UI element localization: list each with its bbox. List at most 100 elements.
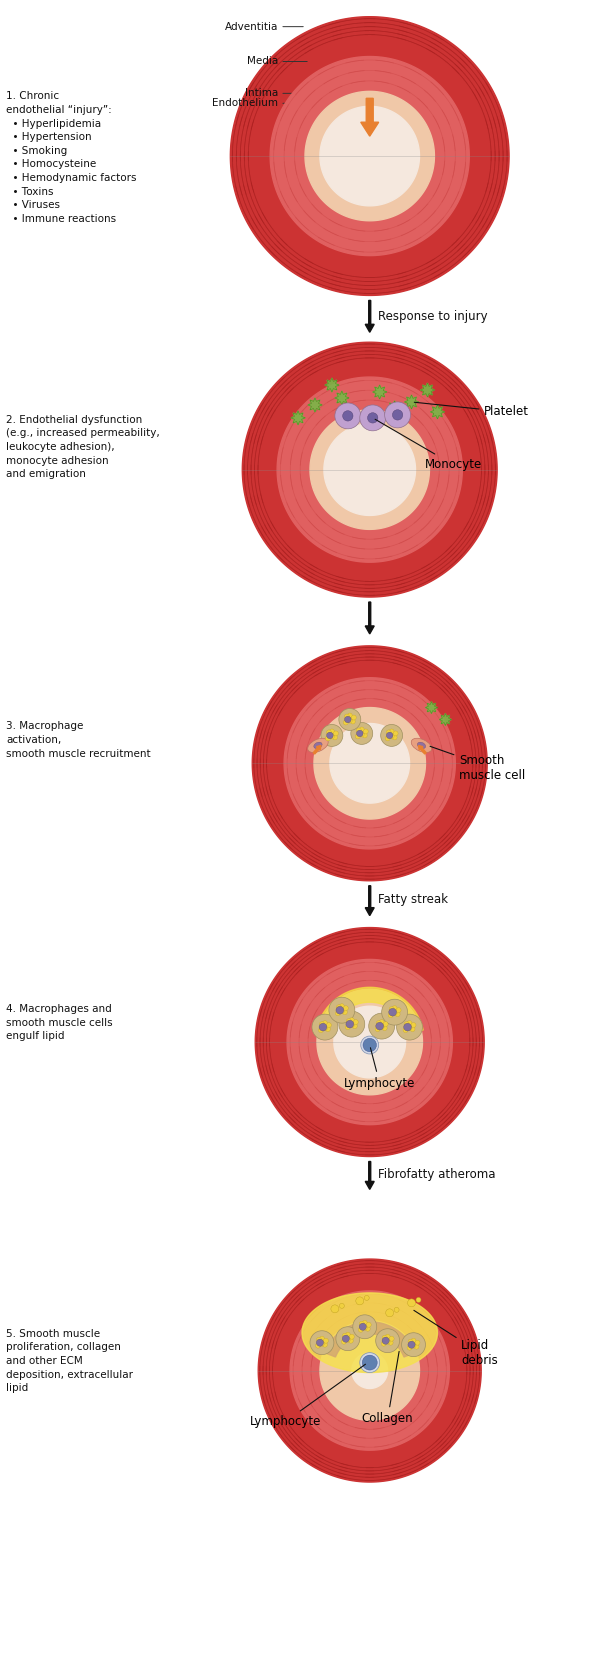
Circle shape xyxy=(383,1021,388,1026)
Circle shape xyxy=(403,1023,411,1031)
Circle shape xyxy=(357,732,362,737)
Circle shape xyxy=(322,1026,328,1031)
Circle shape xyxy=(385,737,390,742)
Circle shape xyxy=(351,718,355,723)
Circle shape xyxy=(381,725,403,747)
Circle shape xyxy=(392,1011,397,1016)
Polygon shape xyxy=(305,91,434,221)
Circle shape xyxy=(326,732,333,738)
Circle shape xyxy=(394,1307,399,1312)
Polygon shape xyxy=(330,723,410,803)
Circle shape xyxy=(403,1028,408,1033)
Circle shape xyxy=(339,1009,344,1014)
Circle shape xyxy=(349,1023,354,1028)
Circle shape xyxy=(359,732,364,737)
Text: 3. Macrophage
activation,
smooth muscle recruitment: 3. Macrophage activation, smooth muscle … xyxy=(6,722,151,758)
Polygon shape xyxy=(284,679,455,848)
Circle shape xyxy=(343,1335,348,1340)
Circle shape xyxy=(383,1339,388,1344)
Circle shape xyxy=(389,733,394,738)
Circle shape xyxy=(346,1332,351,1337)
Circle shape xyxy=(346,717,351,722)
Text: 5. Smooth muscle
proliferation, collagen
and other ECM
deposition, extracellular: 5. Smooth muscle proliferation, collagen… xyxy=(6,1329,134,1394)
Polygon shape xyxy=(387,401,402,414)
Circle shape xyxy=(389,1006,394,1011)
Circle shape xyxy=(310,1330,334,1355)
Polygon shape xyxy=(255,928,484,1156)
Circle shape xyxy=(384,402,410,427)
Circle shape xyxy=(409,1342,414,1347)
Text: 4. Macrophages and
smooth muscle cells
engulf lipid: 4. Macrophages and smooth muscle cells e… xyxy=(6,1004,113,1041)
Circle shape xyxy=(353,1315,377,1339)
Circle shape xyxy=(360,1324,365,1329)
Circle shape xyxy=(386,1309,394,1317)
Circle shape xyxy=(364,1295,369,1300)
Circle shape xyxy=(410,1026,415,1031)
FancyArrow shape xyxy=(361,98,379,136)
Circle shape xyxy=(335,402,361,429)
Circle shape xyxy=(325,737,330,742)
Circle shape xyxy=(375,1026,380,1031)
Polygon shape xyxy=(334,1006,405,1078)
Polygon shape xyxy=(230,17,509,296)
Polygon shape xyxy=(314,707,426,820)
Circle shape xyxy=(376,1329,400,1352)
Circle shape xyxy=(408,1339,413,1344)
Circle shape xyxy=(369,1013,395,1039)
Text: Lymphocyte: Lymphocyte xyxy=(344,1048,415,1089)
Circle shape xyxy=(389,728,394,733)
Polygon shape xyxy=(352,1352,387,1389)
Circle shape xyxy=(390,1009,395,1014)
Circle shape xyxy=(356,1297,363,1305)
Circle shape xyxy=(368,412,378,422)
Polygon shape xyxy=(373,386,387,399)
Circle shape xyxy=(395,1011,400,1016)
Circle shape xyxy=(392,735,397,740)
Circle shape xyxy=(330,728,334,733)
Polygon shape xyxy=(302,1292,437,1372)
Circle shape xyxy=(408,1340,415,1349)
Circle shape xyxy=(347,1021,352,1026)
Circle shape xyxy=(318,1028,323,1033)
Circle shape xyxy=(392,409,403,421)
Polygon shape xyxy=(291,411,305,424)
Circle shape xyxy=(379,1024,384,1029)
Circle shape xyxy=(359,1324,367,1330)
Circle shape xyxy=(329,998,355,1023)
Circle shape xyxy=(320,1021,325,1026)
Circle shape xyxy=(363,728,368,733)
Circle shape xyxy=(351,722,373,745)
Circle shape xyxy=(377,1024,382,1029)
Circle shape xyxy=(315,1344,320,1349)
Text: Lipid
debris: Lipid debris xyxy=(414,1310,498,1367)
Circle shape xyxy=(343,1006,348,1011)
Circle shape xyxy=(349,1018,354,1023)
Circle shape xyxy=(321,725,343,747)
Circle shape xyxy=(360,404,386,431)
Text: 2. Endothelial dysfunction
(e.g., increased permeability,
leukocyte adhesion),
m: 2. Endothelial dysfunction (e.g., increa… xyxy=(6,414,160,479)
Circle shape xyxy=(362,1325,367,1330)
Circle shape xyxy=(382,1026,387,1031)
Polygon shape xyxy=(325,378,339,392)
Text: 1. Chronic
endothelial “injury”:
  • Hyperlipidemia
  • Hypertension
  • Smoking: 1. Chronic endothelial “injury”: • Hyper… xyxy=(6,91,137,225)
Polygon shape xyxy=(287,960,452,1124)
Circle shape xyxy=(339,1304,344,1309)
Polygon shape xyxy=(325,1322,415,1357)
Polygon shape xyxy=(335,391,349,404)
Circle shape xyxy=(356,728,361,733)
Circle shape xyxy=(331,1305,339,1312)
Circle shape xyxy=(386,730,391,735)
Circle shape xyxy=(382,999,408,1024)
Circle shape xyxy=(407,1345,412,1350)
Circle shape xyxy=(312,1014,338,1039)
Circle shape xyxy=(320,1340,325,1345)
Circle shape xyxy=(393,732,398,737)
Circle shape xyxy=(342,1334,347,1339)
Circle shape xyxy=(346,1337,351,1342)
Circle shape xyxy=(359,1322,364,1327)
Polygon shape xyxy=(439,713,452,725)
FancyArrow shape xyxy=(365,301,374,333)
Circle shape xyxy=(405,1024,410,1029)
Circle shape xyxy=(346,1019,354,1028)
Circle shape xyxy=(328,733,333,738)
